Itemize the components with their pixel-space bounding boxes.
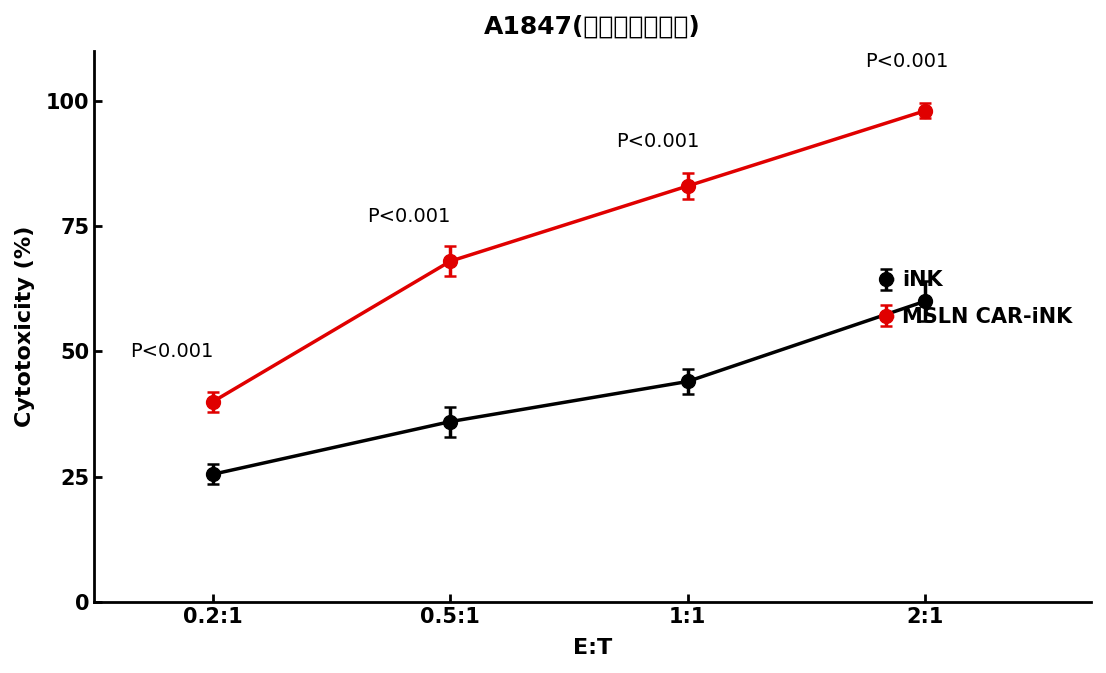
Text: P<0.001: P<0.001 [367,207,451,226]
Title: A1847(人卵巢癌细胞系): A1847(人卵巢癌细胞系) [484,15,701,39]
Text: P<0.001: P<0.001 [866,52,949,71]
Legend: iNK, MSLN CAR-iNK: iNK, MSLN CAR-iNK [873,262,1081,335]
X-axis label: E:T: E:T [573,638,613,658]
Text: P<0.001: P<0.001 [616,132,700,151]
Text: P<0.001: P<0.001 [131,343,213,361]
Y-axis label: Cytotoxicity (%): Cytotoxicity (%) [15,225,35,427]
